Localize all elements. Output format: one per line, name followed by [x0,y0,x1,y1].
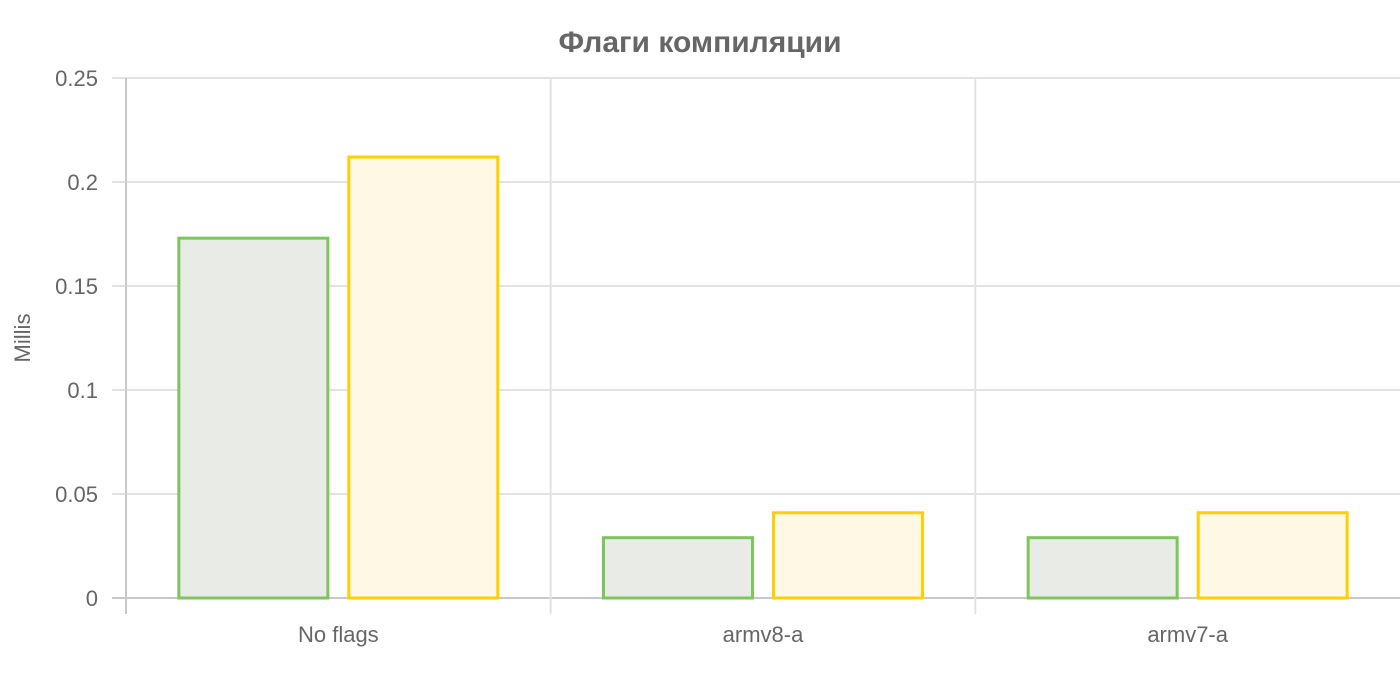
y-tick-label: 0 [86,586,98,611]
chart-title: Флаги компиляции [558,26,841,59]
y-axis-label: Millis [10,314,35,363]
axes: 0 0.05 0.1 0.15 0.2 0.25 No flags armv8-a armv7-… [55,66,1229,647]
y-tick-label: 0.05 [55,482,98,507]
bar-no-flags-series-2 [347,155,500,600]
y-tick-label: 0.15 [55,274,98,299]
y-tick-label: 0.25 [55,66,98,91]
bar-armv8-a-series-1 [602,536,754,600]
y-tick-label: 0.2 [67,170,98,195]
x-tick-label: No flags [298,622,379,647]
x-tick-label: armv7-a [1147,622,1228,647]
bars [177,155,1349,600]
bar-armv7-a-series-2 [1196,511,1349,600]
bar-armv7-a-series-1 [1026,536,1179,600]
bar-no-flags-series-1 [177,236,330,600]
bar-armv8-a-series-2 [772,511,924,600]
y-tick-label: 0.1 [67,378,98,403]
x-tick-label: armv8-a [723,622,804,647]
